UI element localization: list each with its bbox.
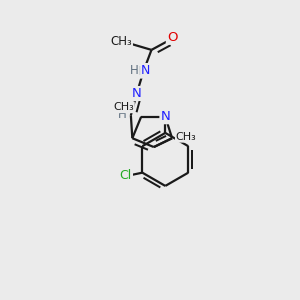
Text: CH₃: CH₃ xyxy=(110,35,132,48)
Text: H: H xyxy=(129,64,138,77)
Text: CH₃: CH₃ xyxy=(176,132,196,142)
Text: O: O xyxy=(167,31,177,44)
Text: CH₃: CH₃ xyxy=(113,102,134,112)
Text: H: H xyxy=(118,108,126,121)
Text: N: N xyxy=(160,110,170,123)
Text: Cl: Cl xyxy=(120,169,132,182)
Text: HN: HN xyxy=(131,64,150,78)
Text: N: N xyxy=(141,64,151,77)
Text: N: N xyxy=(132,87,142,100)
